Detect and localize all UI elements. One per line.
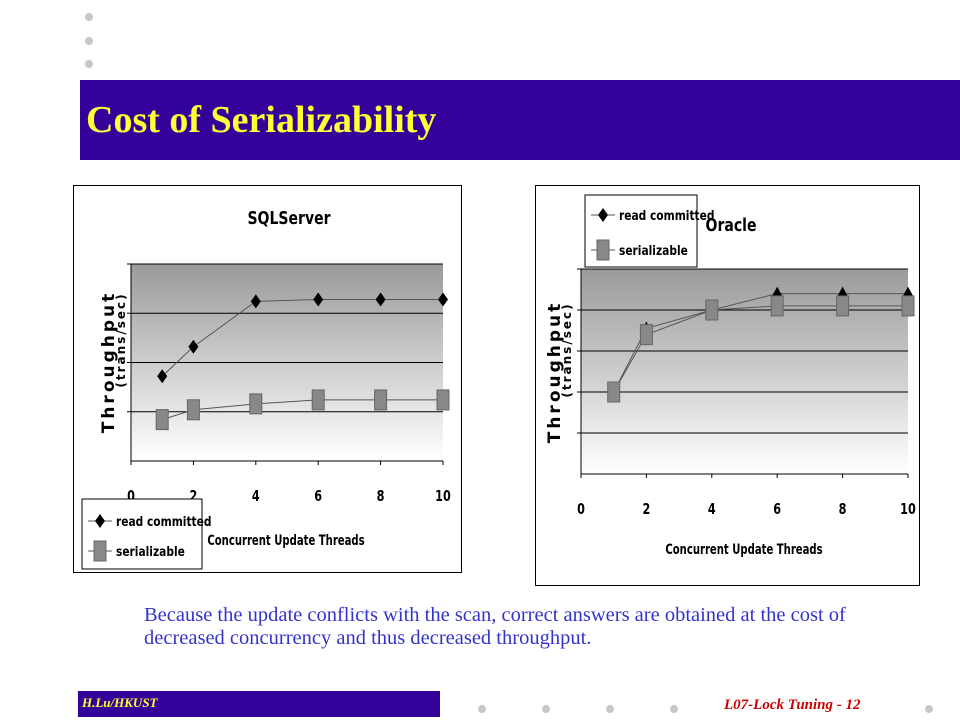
legend-label: read committed	[619, 208, 714, 223]
data-point	[188, 339, 199, 354]
oracle-chart-svg: 0 2 4 6 8 10 Oracle Concurrent Update Threads Th…	[545, 194, 916, 557]
x-tick-label: 2	[642, 502, 650, 519]
y-axis-sublabel: (trans/sec)	[560, 302, 574, 397]
data-point	[157, 369, 168, 384]
chart-title: SQLServer	[247, 207, 330, 228]
y-axis-label: Throughput	[545, 301, 565, 444]
decor-dot	[542, 705, 550, 713]
data-point	[311, 389, 325, 411]
data-point	[249, 393, 263, 415]
x-axis-label: Concurrent Update Threads	[207, 532, 364, 548]
legend-marker	[93, 540, 107, 562]
data-point	[705, 299, 719, 321]
data-point	[155, 409, 169, 431]
data-point	[438, 292, 448, 307]
x-tick-label: 4	[252, 489, 260, 506]
legend-label: serializable	[116, 544, 185, 559]
data-point	[186, 399, 200, 421]
sqlserver-chart: 0 2 4 6 8 10 SQLServer Concurrent Update Thread…	[73, 185, 462, 573]
data-point	[313, 292, 324, 307]
decor-dot	[85, 60, 93, 68]
slide-title: Cost of Serializability	[86, 99, 437, 141]
data-point	[375, 292, 386, 307]
legend-label: read committed	[116, 514, 211, 529]
legend-marker	[598, 208, 608, 222]
data-point	[374, 389, 388, 411]
data-point	[639, 324, 653, 346]
slide-caption: Because the update conflicts with the sc…	[144, 604, 846, 649]
x-tick-label: 6	[314, 489, 322, 506]
footer-author: H.Lu/HKUST	[82, 695, 158, 710]
sqlserver-chart-svg: 0 2 4 6 8 10 SQLServer Concurrent Update Thread…	[81, 207, 451, 570]
x-tick-label: 6	[773, 502, 781, 519]
footer-slide-number: L07-Lock Tuning - 12	[724, 697, 861, 713]
x-axis-label: Concurrent Update Threads	[665, 541, 822, 557]
decor-dot	[670, 705, 678, 713]
data-point	[770, 295, 784, 317]
data-point	[902, 286, 914, 298]
oracle-chart: 0 2 4 6 8 10 Oracle Concurrent Update Threads Th…	[535, 185, 920, 586]
x-tick-label: 4	[708, 502, 716, 519]
x-tick-label: 8	[839, 502, 847, 519]
data-point	[836, 295, 850, 317]
chart-title: Oracle	[706, 214, 757, 235]
decor-dot	[85, 13, 93, 21]
x-tick-label: 10	[435, 489, 451, 506]
x-tick-label: 8	[377, 489, 385, 506]
data-point	[836, 286, 849, 298]
decor-dot	[925, 705, 933, 713]
decor-dot	[478, 705, 486, 713]
y-axis-label: Throughput	[99, 291, 119, 434]
series-line	[161, 298, 443, 377]
legend-marker	[95, 514, 105, 528]
title-bar: Cost of Serializability	[80, 80, 960, 160]
data-point	[607, 381, 621, 403]
decor-dot	[85, 37, 93, 45]
x-tick-label: 2	[189, 489, 197, 506]
decor-dot	[606, 705, 614, 713]
x-tick-label: 0	[127, 489, 135, 506]
data-point	[901, 295, 915, 317]
x-tick-label: 0	[577, 502, 585, 519]
data-point	[436, 389, 450, 411]
footer-bar: H.Lu/HKUST	[78, 691, 440, 717]
legend-marker	[596, 239, 610, 261]
y-axis-sublabel: (trans/sec)	[114, 292, 128, 387]
legend-label: serializable	[619, 243, 688, 258]
x-tick-label: 10	[900, 502, 916, 519]
data-point	[771, 286, 784, 298]
plot-area	[581, 269, 908, 474]
data-point	[250, 294, 261, 309]
